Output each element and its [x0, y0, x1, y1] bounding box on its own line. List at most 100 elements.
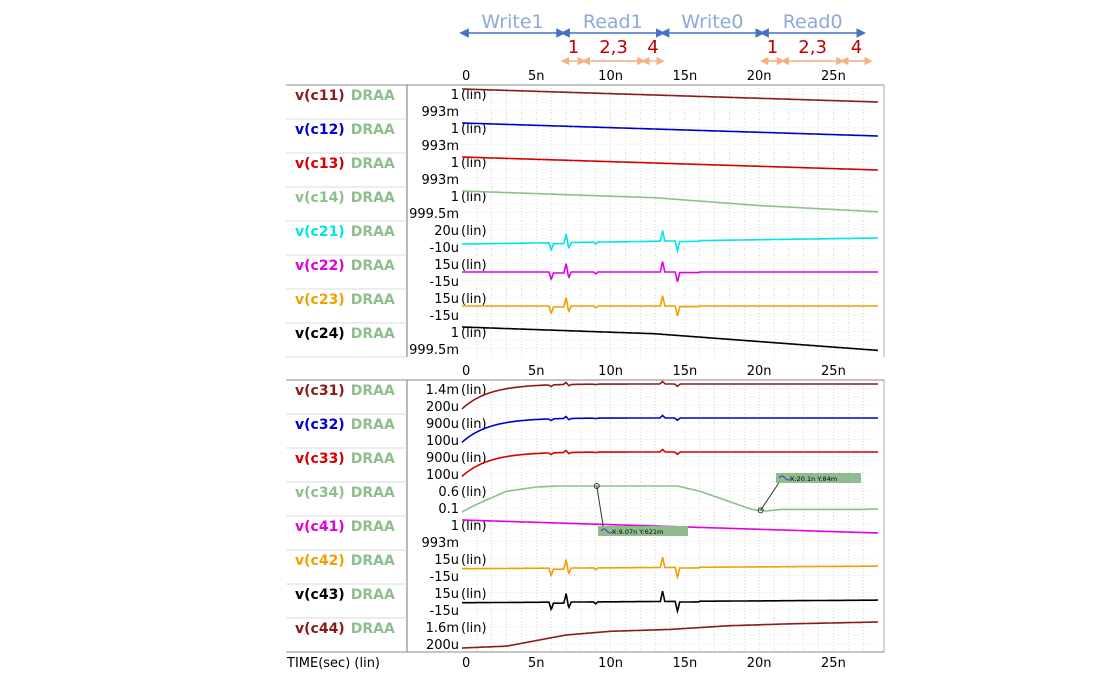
cursor-leader — [760, 477, 783, 511]
cursor-point — [757, 507, 764, 514]
scale-label: (lin) — [461, 190, 487, 205]
x-tick-label: 15n — [672, 656, 697, 671]
x-tick-label: 25n — [821, 69, 846, 84]
y-min-label: 200u — [426, 400, 459, 415]
scale-label: (lin) — [461, 292, 487, 307]
trace-suffix: DRAA — [351, 451, 395, 467]
trace-signal: v(c31) — [295, 383, 345, 399]
trace-suffix: DRAA — [351, 519, 395, 535]
trace-name: v(c33) DRAA — [295, 451, 395, 467]
trace-row-vc24: v(c24) DRAA 1 (lin)999.5m — [286, 323, 879, 358]
trace-name: v(c14) DRAA — [295, 190, 395, 206]
x-tick-label: 0 — [462, 69, 470, 84]
trace-suffix: DRAA — [351, 224, 395, 240]
trace-row-vc13: v(c13) DRAA 1 (lin)993m — [286, 153, 878, 188]
subphase-label: 1 — [568, 37, 579, 58]
y-min-label: 100u — [426, 468, 459, 483]
trace-name: v(c11) DRAA — [295, 88, 395, 104]
cursor-leader — [596, 485, 605, 532]
y-max-label: 20u — [434, 224, 459, 239]
trace-line — [462, 230, 878, 254]
trace-line — [462, 88, 878, 103]
trace-name: v(c41) DRAA — [295, 519, 395, 535]
scale-label: (lin) — [461, 88, 487, 103]
subphase-label: 2,3 — [599, 37, 628, 58]
trace-name: v(c32) DRAA — [295, 417, 395, 433]
y-max-label: 1 — [451, 122, 459, 137]
y-min-label: 999.5m — [409, 343, 459, 358]
subphase-label: 4 — [647, 37, 658, 58]
y-min-label: -15u — [430, 275, 459, 290]
y-max-label: 900u — [426, 417, 459, 432]
scale-label: (lin) — [461, 519, 487, 534]
scale-label: (lin) — [461, 258, 487, 273]
trace-signal: v(c22) — [295, 258, 345, 274]
trace-signal: v(c32) — [295, 417, 345, 433]
x-tick-label: 0 — [462, 656, 470, 671]
trace-line — [462, 261, 878, 283]
x-tick-label: 0 — [462, 364, 470, 379]
trace-line — [462, 556, 878, 581]
y-min-label: -15u — [430, 570, 459, 585]
trace-line — [461, 380, 878, 410]
phase-label-read0: Read0 — [783, 11, 843, 33]
y-min-label: -15u — [430, 604, 459, 619]
x-tick-label: 20n — [747, 69, 772, 84]
trace-signal: v(c12) — [295, 122, 345, 138]
x-tick-label: 5n — [528, 656, 545, 671]
y-min-label: 200u — [426, 638, 459, 653]
subphase-label: 2,3 — [798, 37, 827, 58]
subphase-label: 1 — [767, 37, 778, 58]
y-min-label: 0.1 — [438, 502, 459, 517]
trace-name: v(c12) DRAA — [295, 122, 395, 138]
scale-label: (lin) — [461, 326, 487, 341]
x-tick-label: 25n — [821, 656, 846, 671]
trace-line — [462, 190, 878, 213]
cursor-marker[interactable]: X:9.07n Y:621m — [593, 483, 688, 537]
y-max-label: 15u — [434, 553, 459, 568]
trace-signal: v(c43) — [295, 587, 345, 603]
trace-suffix: DRAA — [351, 292, 395, 308]
trace-row-vc44: v(c44) DRAA 1.6m (lin)200u — [286, 618, 878, 653]
y-max-label: 1.4m — [426, 383, 459, 398]
trace-row-vc42: v(c42) DRAA 15u (lin)-15u — [286, 550, 878, 585]
x-tick-label: 5n — [528, 69, 545, 84]
phase-label-write1: Write1 — [481, 11, 543, 33]
trace-suffix: DRAA — [351, 258, 395, 274]
cursor-marker[interactable]: X:20.1n Y:84m — [757, 473, 861, 514]
trace-signal: v(c21) — [295, 224, 345, 240]
trace-name: v(c21) DRAA — [295, 224, 395, 240]
trace-signal: v(c33) — [295, 451, 345, 467]
trace-name: v(c31) DRAA — [295, 383, 395, 399]
trace-row-vc43: v(c43) DRAA 15u (lin)-15u — [286, 584, 878, 619]
scale-label: (lin) — [461, 485, 487, 500]
subphase-label: 4 — [851, 37, 862, 58]
cursor-readout-box — [776, 473, 861, 483]
x-axis-title: TIME(sec) (lin) — [286, 656, 380, 671]
trace-row-vc34: v(c34) DRAA 0.6 (lin)0.1 — [286, 482, 878, 517]
trace-signal: v(c44) — [295, 621, 345, 637]
trace-suffix: DRAA — [351, 587, 395, 603]
trace-suffix: DRAA — [351, 326, 395, 342]
scale-label: (lin) — [461, 621, 487, 636]
cursor-readout: X:9.07n Y:621m — [612, 528, 663, 536]
trace-line — [462, 326, 879, 352]
trace-line — [462, 122, 878, 137]
trace-signal: v(c41) — [295, 519, 345, 535]
trace-row-vc11: v(c11) DRAA 1 (lin)993m — [286, 85, 878, 120]
trace-row-vc33: v(c33) DRAA 900u (lin)100u — [286, 448, 878, 483]
y-max-label: 1 — [451, 190, 459, 205]
scale-label: (lin) — [461, 451, 487, 466]
trace-name: v(c43) DRAA — [295, 587, 395, 603]
cursor-readout: X:20.1n Y:84m — [790, 475, 837, 483]
y-min-label: 999.5m — [409, 207, 459, 222]
x-tick-label: 10n — [598, 656, 623, 671]
trace-signal: v(c14) — [295, 190, 345, 206]
trace-signal: v(c34) — [295, 485, 345, 501]
y-max-label: 15u — [434, 292, 459, 307]
y-max-label: 15u — [434, 258, 459, 273]
trace-line — [461, 485, 878, 513]
trace-name: v(c22) DRAA — [295, 258, 395, 274]
x-tick-label: 20n — [747, 364, 772, 379]
